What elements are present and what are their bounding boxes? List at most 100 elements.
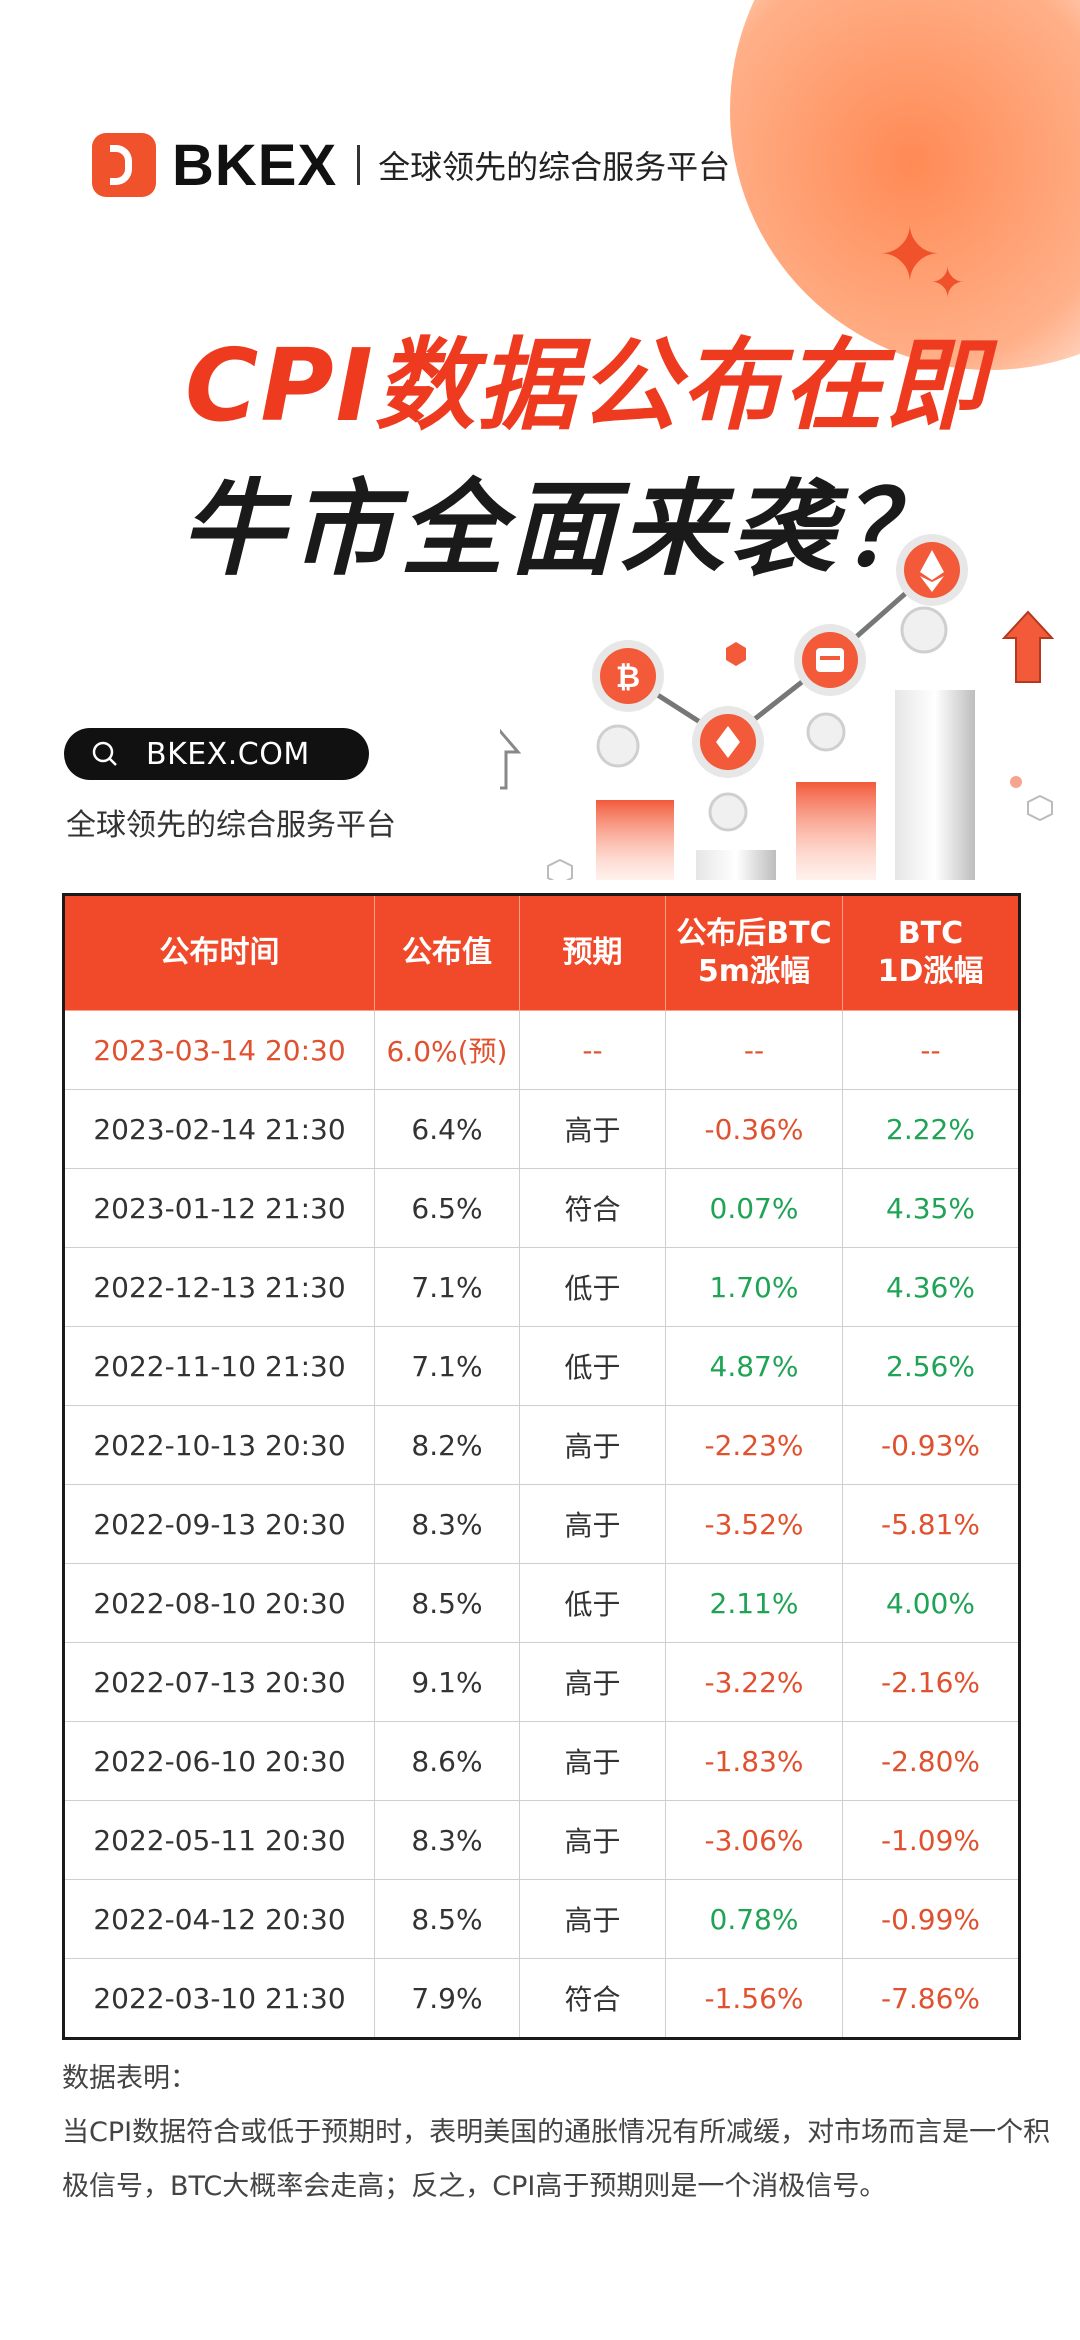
cpi-table: 公布时间 公布值 预期 公布后BTC 5m涨幅 BTC 1D涨幅 2023-03-14 20… <box>62 893 1021 2040</box>
table-cell: -2.80% <box>842 1721 1020 1801</box>
website-pill[interactable]: BKEX.COM <box>64 728 369 780</box>
table-cell: 2022-09-13 20:30 <box>63 1484 375 1564</box>
table-cell: -2.16% <box>842 1642 1020 1722</box>
table-cell: 8.6% <box>374 1721 520 1801</box>
table-cell: 4.00% <box>842 1563 1020 1643</box>
hexagon-decoration <box>547 858 573 880</box>
table-cell: 6.5% <box>374 1168 520 1248</box>
sparkle-icon: ✦ <box>878 210 942 299</box>
table-cell: -- <box>519 1010 666 1090</box>
table-cell: 高于 <box>519 1721 666 1801</box>
table-cell: 高于 <box>519 1089 666 1169</box>
sub-tagline: 全球领先的综合服务平台 <box>66 808 396 843</box>
title-line-2: 牛市全面来袭？ <box>180 468 951 590</box>
bar-shape <box>796 782 876 880</box>
ball-decoration <box>806 712 846 752</box>
table-cell: 4.87% <box>665 1326 843 1406</box>
table-cell: -7.86% <box>842 1958 1020 2039</box>
table-cell: 8.5% <box>374 1563 520 1643</box>
table-cell: 高于 <box>519 1642 666 1722</box>
table-cell: 2022-10-13 20:30 <box>63 1405 375 1485</box>
table-cell: 高于 <box>519 1800 666 1880</box>
table-cell: -- <box>842 1010 1020 1090</box>
ball-decoration <box>900 606 948 654</box>
hexagon-decoration <box>1027 794 1053 822</box>
column-header: 公布值 <box>374 894 520 1011</box>
column-header: BTC 1D涨幅 <box>842 894 1020 1011</box>
table-cell: 4.36% <box>842 1247 1020 1327</box>
table-cell: 高于 <box>519 1484 666 1564</box>
ethereum-coin-icon <box>896 534 968 606</box>
table-cell: 7.1% <box>374 1247 520 1327</box>
table-cell: 高于 <box>519 1405 666 1485</box>
header-tagline: 全球领先的综合服务平台 <box>378 148 731 186</box>
bitcoin-coin-icon: ₿ <box>592 640 664 712</box>
table-cell: 2022-12-13 21:30 <box>63 1247 375 1327</box>
token-coin-icon <box>794 624 866 696</box>
bar-shape <box>696 850 776 880</box>
hexagon-decoration <box>726 642 746 666</box>
table-cell: 6.0%(预) <box>374 1010 520 1090</box>
sparkle-icon: ✦ <box>930 258 966 307</box>
table-cell: -1.56% <box>665 1958 843 2039</box>
table-row: 2022-07-13 20:30 9.1% 高于 -3.22% -2.16% <box>63 1642 1020 1722</box>
table-cell: -3.52% <box>665 1484 843 1564</box>
header-divider <box>357 145 361 185</box>
brand-name: BKEX <box>172 132 338 198</box>
ball-decoration <box>596 724 640 768</box>
table-row: 2023-03-14 20:30 6.0%(预) -- -- -- <box>63 1010 1020 1090</box>
title-line-1: CPI数据公布在即 <box>185 327 987 444</box>
table-row: 2022-04-12 20:30 8.5% 高于 0.78% -0.99% <box>63 1879 1020 1959</box>
table-header: 公布时间 公布值 预期 公布后BTC 5m涨幅 BTC 1D涨幅 <box>63 894 1020 1011</box>
table-row: 2022-11-10 21:30 7.1% 低于 4.87% 2.56% <box>63 1326 1020 1406</box>
header: BKEX 全球领先的综合服务平台 <box>92 132 730 198</box>
table-cell: 0.78% <box>665 1879 843 1959</box>
table-cell: -1.83% <box>665 1721 843 1801</box>
table-cell: 8.5% <box>374 1879 520 1959</box>
search-icon <box>92 741 117 766</box>
table-cell: 8.2% <box>374 1405 520 1485</box>
bar-shape <box>895 690 975 880</box>
table-cell: 8.3% <box>374 1484 520 1564</box>
dot-decoration <box>1010 776 1022 788</box>
note-heading: 数据表明： <box>62 2063 197 2094</box>
table-cell: 高于 <box>519 1879 666 1959</box>
table-cell: 2.22% <box>842 1089 1020 1169</box>
column-header: 预期 <box>519 894 666 1011</box>
column-header: 公布时间 <box>63 894 375 1011</box>
table-cell: -0.93% <box>842 1405 1020 1485</box>
table-row: 2022-12-13 21:30 7.1% 低于 1.70% 4.36% <box>63 1247 1020 1327</box>
token-coin-icon <box>692 706 764 778</box>
table-cell: 2022-07-13 20:30 <box>63 1642 375 1722</box>
table-cell: 2022-03-10 21:30 <box>63 1958 375 2039</box>
table-cell: 2023-03-14 20:30 <box>63 1010 375 1090</box>
table-cell: 4.35% <box>842 1168 1020 1248</box>
table-cell: 符合 <box>519 1168 666 1248</box>
table-cell: 2023-01-12 21:30 <box>63 1168 375 1248</box>
table-cell: -0.99% <box>842 1879 1020 1959</box>
table-row: 2022-09-13 20:30 8.3% 高于 -3.52% -5.81% <box>63 1484 1020 1564</box>
note-section: 数据表明： 当CPI数据符合或低于预期时，表明美国的通胀情况有所减缓，对市场而言… <box>62 2052 1052 2214</box>
table-cell: 0.07% <box>665 1168 843 1248</box>
table-row: 2022-03-10 21:30 7.9% 符合 -1.56% -7.86% <box>63 1958 1020 2039</box>
bar-shape <box>596 800 674 880</box>
column-header: 公布后BTC 5m涨幅 <box>665 894 843 1011</box>
table-cell: -2.23% <box>665 1405 843 1485</box>
table-cell: -1.09% <box>842 1800 1020 1880</box>
table-cell: 符合 <box>519 1958 666 2039</box>
table-cell: 2022-04-12 20:30 <box>63 1879 375 1959</box>
table-row: 2022-10-13 20:30 8.2% 高于 -2.23% -0.93% <box>63 1405 1020 1485</box>
table-cell: -3.06% <box>665 1800 843 1880</box>
table-cell: 低于 <box>519 1247 666 1327</box>
crypto-illustration: ₿ <box>500 534 1055 880</box>
table-cell: 2.11% <box>665 1563 843 1643</box>
table-cell: -0.36% <box>665 1089 843 1169</box>
table-cell: 7.1% <box>374 1326 520 1406</box>
table-row: 2022-06-10 20:30 8.6% 高于 -1.83% -2.80% <box>63 1721 1020 1801</box>
table-cell: 2022-08-10 20:30 <box>63 1563 375 1643</box>
table-cell: 2022-05-11 20:30 <box>63 1800 375 1880</box>
bkex-logo-icon <box>92 133 156 197</box>
table-cell: 低于 <box>519 1563 666 1643</box>
table-cell: 8.3% <box>374 1800 520 1880</box>
svg-text:₿: ₿ <box>616 660 640 695</box>
